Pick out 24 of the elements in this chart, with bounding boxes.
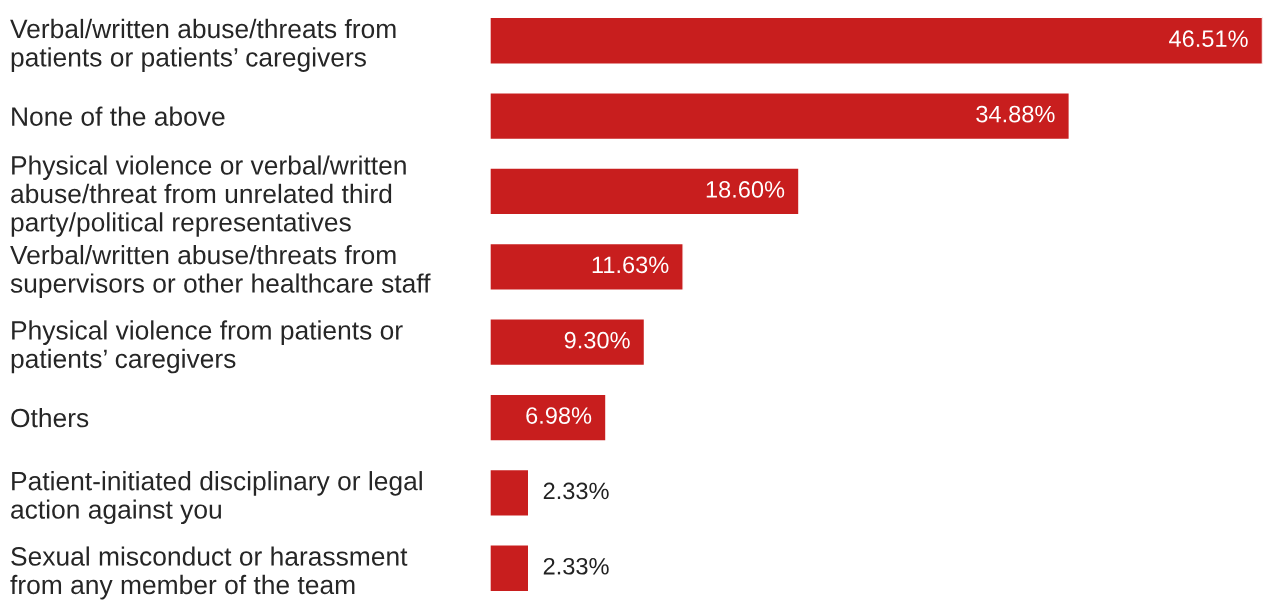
data-label: 46.51%	[1169, 30, 1248, 48]
data-label: 34.88%	[976, 105, 1055, 123]
bar	[490, 393, 607, 442]
bar	[490, 92, 1071, 141]
data-label: 6.98%	[526, 407, 592, 424]
y-tick-label: None of the above	[12, 106, 225, 126]
y-tick-label: Physical violence or verbal/written abuse/threat from unrelated third party/political representatives	[11, 155, 406, 237]
bar	[490, 16, 1263, 65]
bar	[490, 318, 646, 367]
data-label: 9.30%	[564, 331, 630, 349]
data-label: 2.33%	[543, 557, 609, 575]
bar	[490, 544, 530, 593]
data-label: 18.60%	[706, 181, 785, 198]
y-tick-label: Sexual misconduct or harassment from any member of the team	[10, 546, 408, 600]
data-label: 2.33%	[543, 482, 609, 500]
bar	[490, 468, 530, 517]
bar	[490, 242, 684, 291]
y-tick-label: Verbal/written abuse/threats from patients or patients’ caregivers	[10, 18, 396, 72]
data-label: 11.63%	[592, 256, 669, 274]
y-tick-label: Verbal/written abuse/threats from supervisors or other healthcare staff	[10, 244, 431, 298]
y-tick-label: Patient-initiated disciplinary or legal action against you	[11, 471, 422, 525]
y-tick-label: Physical violence from patients or patients’ caregivers	[11, 320, 403, 374]
y-tick-label: Others	[11, 407, 89, 428]
bar	[490, 167, 800, 216]
